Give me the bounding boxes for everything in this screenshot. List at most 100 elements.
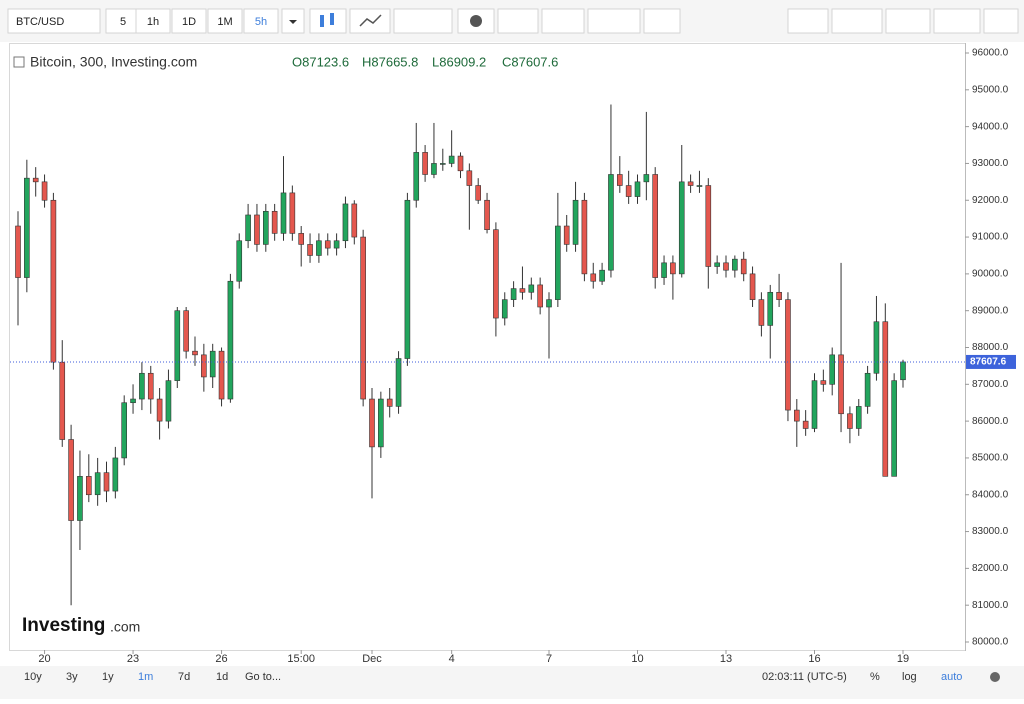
- bottom-bar: [0, 666, 1024, 699]
- candle-body: [767, 291, 774, 326]
- interval-label: 5: [120, 16, 126, 28]
- legend-name: Bitcoin, 300, Investing.com: [30, 54, 197, 70]
- candle-body: [121, 402, 127, 459]
- candle-body: [77, 476, 83, 521]
- candle-body: [439, 163, 446, 165]
- candle-body: [510, 288, 517, 300]
- candle-body: [165, 380, 172, 422]
- candle-body: [811, 380, 818, 429]
- candle-body: [307, 244, 313, 256]
- candle-body: [740, 258, 747, 275]
- candle-body: [776, 291, 782, 300]
- y-tick-label: 84000.0: [972, 489, 1009, 500]
- y-tick-label: 80000.0: [972, 637, 1009, 648]
- compare-button[interactable]: [541, 8, 585, 34]
- candle-body: [147, 372, 154, 400]
- candle-body: [643, 174, 650, 183]
- indicators-button[interactable]: [497, 8, 539, 34]
- candle-body: [112, 457, 119, 492]
- percent-toggle[interactable]: %: [870, 671, 880, 683]
- undo-redo-button[interactable]: [587, 8, 641, 34]
- candle-body: [652, 174, 659, 278]
- interval-label: 1D: [182, 16, 196, 28]
- bar-style-button[interactable]: [393, 8, 453, 34]
- interval-button[interactable]: [135, 8, 171, 34]
- screenshot-button[interactable]: [787, 8, 829, 34]
- candle-body: [882, 321, 889, 477]
- cloud-save-button[interactable]: [933, 8, 981, 34]
- range-button[interactable]: 1m: [138, 671, 153, 683]
- goto-button[interactable]: Go to...: [245, 671, 281, 683]
- line-icon: [359, 14, 382, 27]
- candle-body: [236, 240, 243, 282]
- caret-icon: [289, 20, 297, 24]
- candle-body: [324, 240, 331, 249]
- candle-body: [59, 361, 66, 440]
- x-tick-label: 19: [897, 653, 909, 665]
- candle-body: [227, 280, 234, 400]
- log-toggle[interactable]: log: [902, 671, 917, 683]
- range-button[interactable]: 1d: [216, 671, 228, 683]
- candle-body: [608, 174, 614, 271]
- candle-body: [94, 472, 101, 496]
- candle-body: [493, 229, 499, 319]
- candle-body: [616, 174, 623, 186]
- symbol: BTC/USD: [16, 16, 64, 28]
- range-button[interactable]: 10y: [24, 671, 42, 683]
- interval-button[interactable]: [243, 8, 279, 34]
- interval-button[interactable]: [207, 8, 243, 34]
- candle-body: [271, 210, 278, 234]
- candle-body: [900, 361, 906, 381]
- y-tick-label: 87000.0: [972, 379, 1009, 390]
- candle-body: [466, 170, 473, 186]
- candle-body: [369, 398, 375, 448]
- candle-body: [873, 321, 880, 374]
- candle-body: [386, 398, 393, 407]
- candle-body: [413, 152, 420, 201]
- candle-body: [661, 262, 667, 278]
- x-tick-label: 7: [546, 653, 552, 665]
- y-tick-label: 92000.0: [972, 195, 1009, 206]
- range-button[interactable]: 7d: [178, 671, 190, 683]
- interval-button[interactable]: [171, 8, 207, 34]
- candle-body: [360, 236, 366, 400]
- candle-body: [174, 310, 181, 381]
- x-tick-label: 15:00: [287, 653, 315, 665]
- candle-body: [86, 476, 92, 496]
- color-button[interactable]: [831, 8, 883, 34]
- candle-body: [855, 406, 862, 429]
- alert-button[interactable]: [643, 8, 681, 34]
- interval-label: 1M: [217, 16, 232, 28]
- range-button[interactable]: 3y: [66, 671, 78, 683]
- candle-body: [156, 398, 163, 422]
- candle-style-button[interactable]: [309, 8, 347, 34]
- candle-body: [41, 181, 48, 201]
- fullscreen-button[interactable]: [983, 8, 1019, 34]
- auto-toggle[interactable]: auto: [941, 671, 962, 683]
- candle-body: [395, 358, 402, 407]
- candle-body: [793, 409, 800, 422]
- x-tick-label: 16: [808, 653, 820, 665]
- candle-body: [696, 185, 703, 187]
- candle-body: [847, 413, 853, 429]
- candle-body: [749, 273, 756, 300]
- y-tick-label: 91000.0: [972, 232, 1009, 243]
- range-button[interactable]: 1y: [102, 671, 114, 683]
- candle-icon: [320, 15, 324, 27]
- cloud-load-button[interactable]: [885, 8, 931, 34]
- logo-suffix: .com: [110, 619, 140, 635]
- candle-body: [333, 240, 340, 249]
- candle-body: [139, 372, 145, 400]
- x-tick-label: 4: [449, 653, 455, 665]
- interval-button[interactable]: [105, 8, 141, 34]
- legend-low: L86909.2: [432, 54, 486, 69]
- candle-body: [475, 185, 482, 201]
- last-price-label: 87607.6: [970, 357, 1007, 368]
- candle-body: [316, 240, 322, 256]
- candle-body: [201, 354, 207, 378]
- candle-body: [687, 181, 694, 186]
- y-tick-label: 90000.0: [972, 269, 1009, 280]
- symbol-box[interactable]: [7, 8, 101, 34]
